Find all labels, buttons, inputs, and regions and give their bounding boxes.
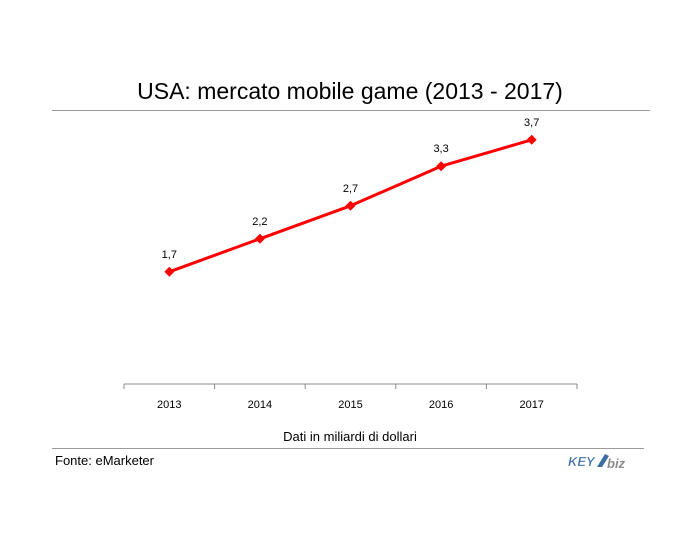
x-tick-label: 2017 bbox=[519, 399, 543, 411]
data-label: 1,7 bbox=[162, 249, 177, 261]
title-divider bbox=[52, 110, 650, 111]
data-label: 3,3 bbox=[433, 143, 448, 155]
x-tick-label: 2015 bbox=[338, 399, 362, 411]
x-tick-label: 2013 bbox=[157, 399, 181, 411]
svg-text:KEY: KEY bbox=[568, 454, 596, 469]
svg-text:biz: biz bbox=[607, 456, 626, 471]
x-tick-label: 2016 bbox=[429, 399, 453, 411]
axis-title: Dati in miliardi di dollari bbox=[283, 429, 417, 444]
data-point-marker bbox=[164, 266, 175, 277]
footer-divider bbox=[52, 448, 644, 449]
line-chart: 2013 2014 2015 2016 2017 1,7 2,2 2,7 3,3 3,7 bbox=[123, 117, 578, 411]
data-point-marker bbox=[345, 200, 356, 211]
data-label: 2,7 bbox=[343, 183, 358, 195]
data-label: 2,2 bbox=[252, 216, 267, 228]
key4biz-logo: KEY biz bbox=[568, 454, 626, 471]
data-label-layer: 1,7 2,2 2,7 3,3 3,7 bbox=[162, 117, 540, 261]
source-note: Fonte: eMarketer bbox=[55, 453, 154, 468]
x-tick-label: 2014 bbox=[248, 399, 272, 411]
data-point-marker bbox=[526, 134, 537, 145]
x-axis: 2013 2014 2015 2016 2017 bbox=[123, 383, 578, 411]
data-label: 3,7 bbox=[524, 117, 539, 129]
data-point-layer bbox=[164, 134, 537, 277]
data-point-marker bbox=[254, 233, 265, 244]
chart-title: USA: mercato mobile game (2013 - 2017) bbox=[137, 78, 563, 104]
data-point-marker bbox=[436, 161, 447, 172]
